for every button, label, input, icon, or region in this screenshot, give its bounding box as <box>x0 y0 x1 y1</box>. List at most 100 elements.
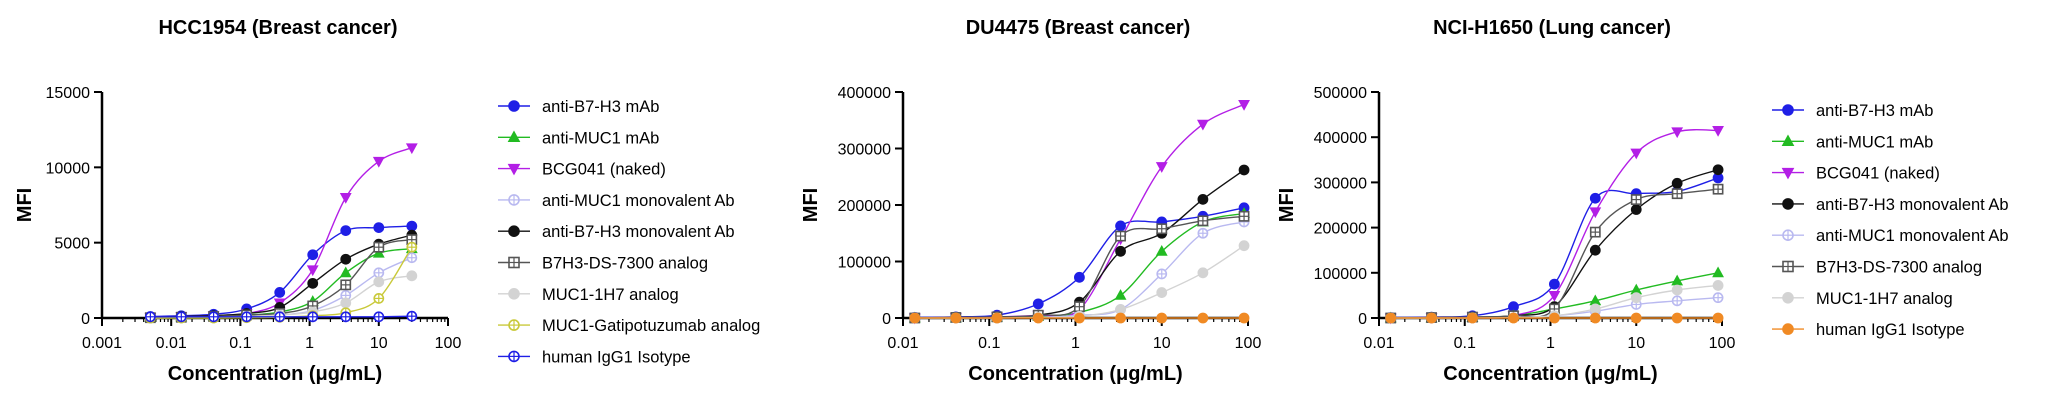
data-point <box>1385 312 1397 324</box>
data-point <box>1630 204 1642 215</box>
data-point <box>1114 289 1127 300</box>
x-tick-label: 1 <box>305 335 314 352</box>
y-axis-title: MFI <box>14 188 36 222</box>
y-tick-label: 0 <box>882 311 891 328</box>
series-curve <box>1390 129 1719 319</box>
data-point <box>1589 312 1601 324</box>
data-point <box>1155 162 1168 173</box>
data-point <box>1712 126 1724 137</box>
legend-label: anti-MUC1 monovalent Ab <box>542 192 735 210</box>
legend: anti-B7-H3 mAb anti-MUC1 mAb BCG041 (naked… <box>1772 102 2009 339</box>
data-point <box>991 312 1003 324</box>
data-point <box>1238 312 1250 324</box>
data-point <box>1712 266 1724 278</box>
data-point <box>1115 245 1126 257</box>
data-point <box>373 276 385 288</box>
data-point <box>406 270 418 282</box>
data-point <box>406 220 418 232</box>
legend-marker <box>1782 198 1794 210</box>
chart-title: DU4475 (Breast cancer) <box>966 17 1191 39</box>
data-point <box>1712 164 1724 176</box>
chart-1: HCC1954 (Breast cancer) 0.001 0.01 0.1 1 10 10… <box>14 17 760 385</box>
x-tick-label: 0.001 <box>82 335 122 352</box>
data-point <box>1197 312 1209 324</box>
series-curve <box>914 103 1245 319</box>
data-point <box>306 265 319 277</box>
series-curve <box>914 169 1245 319</box>
legend-label: human IgG1 Isotype <box>1816 321 1965 339</box>
data-point <box>340 225 352 237</box>
data-point <box>1074 312 1085 324</box>
data-point <box>909 312 921 324</box>
data-point <box>1548 278 1560 290</box>
series-8 <box>1385 312 1724 324</box>
chart-title: NCI-H1650 (Lung cancer) <box>1433 17 1671 39</box>
legend-label: anti-MUC1 mAb <box>542 129 659 147</box>
data-point <box>339 266 352 278</box>
data-point <box>1156 312 1168 324</box>
x-tick-label: 10 <box>370 335 388 352</box>
y-tick-label: 5000 <box>54 236 90 253</box>
legend-entry: human IgG1 Isotype <box>1772 321 1965 339</box>
legend-label: MUC1-Gatipotuzumab analog <box>542 317 760 335</box>
y-tick-label: 300000 <box>838 142 891 159</box>
data-point <box>1196 119 1209 131</box>
legend-label: anti-B7-H3 mAb <box>1816 102 1933 120</box>
series-9 <box>144 310 418 323</box>
series-5 <box>909 164 1250 324</box>
data-point <box>1630 148 1643 160</box>
legend-marker <box>508 100 520 112</box>
x-tick-label: 100 <box>1235 335 1262 352</box>
series-3 <box>1384 126 1724 325</box>
data-point <box>1712 280 1724 291</box>
x-tick-label: 10 <box>1153 335 1171 352</box>
x-axis-title: Concentration (μg/mL) <box>968 363 1182 385</box>
legend-label: anti-MUC1 monovalent Ab <box>1816 227 2009 245</box>
legend-entry: BCG041 (naked) <box>498 161 666 179</box>
y-tick-label: 15000 <box>46 85 91 102</box>
y-tick-label: 500000 <box>1314 85 1367 102</box>
series-3 <box>908 100 1250 325</box>
legend-label: anti-B7-H3 monovalent Ab <box>542 223 735 241</box>
legend-label: anti-B7-H3 monovalent Ab <box>1816 196 2009 214</box>
data-point <box>1238 164 1250 176</box>
data-point <box>1671 284 1683 296</box>
y-axis-title: MFI <box>1276 188 1298 222</box>
legend-entry: anti-MUC1 monovalent Ab <box>498 192 735 210</box>
legend-label: human IgG1 Isotype <box>542 348 691 366</box>
data-point <box>1589 192 1601 204</box>
data-point <box>340 253 352 265</box>
x-tick-label: 0.1 <box>229 335 251 352</box>
legend-label: MUC1-1H7 analog <box>542 286 679 304</box>
legend-label: B7H3-DS-7300 analog <box>542 255 708 273</box>
legend-entry: anti-B7-H3 mAb <box>498 98 659 116</box>
legend-marker <box>1782 291 1794 304</box>
x-tick-label: 0.01 <box>1363 335 1394 352</box>
legend-entry: anti-B7-H3 monovalent Ab <box>498 223 735 241</box>
data-point <box>1630 292 1642 304</box>
legend-marker <box>508 225 520 237</box>
x-tick-label: 0.1 <box>978 335 1000 352</box>
legend-marker <box>1781 134 1795 147</box>
x-tick-label: 10 <box>1627 335 1645 352</box>
data-point <box>1548 312 1560 324</box>
data-point <box>1589 244 1601 256</box>
data-point <box>1032 298 1044 310</box>
legend-label: BCG041 (naked) <box>542 161 666 179</box>
data-point <box>1238 240 1250 252</box>
data-point <box>1156 287 1168 298</box>
data-point <box>1589 303 1601 315</box>
data-point <box>1671 177 1683 189</box>
data-point <box>1589 207 1602 219</box>
y-tick-label: 200000 <box>838 198 891 215</box>
x-tick-label: 0.1 <box>1454 335 1476 352</box>
data-point <box>1115 312 1126 324</box>
data-point <box>1197 267 1209 279</box>
legend-marker <box>1782 323 1794 335</box>
legend-entry: human IgG1 Isotype <box>498 348 691 366</box>
legend-entry: BCG041 (naked) <box>1772 165 1940 183</box>
data-point <box>1197 193 1209 205</box>
y-tick-label: 400000 <box>1314 130 1367 147</box>
data-point <box>1115 220 1126 232</box>
data-point <box>405 143 418 155</box>
